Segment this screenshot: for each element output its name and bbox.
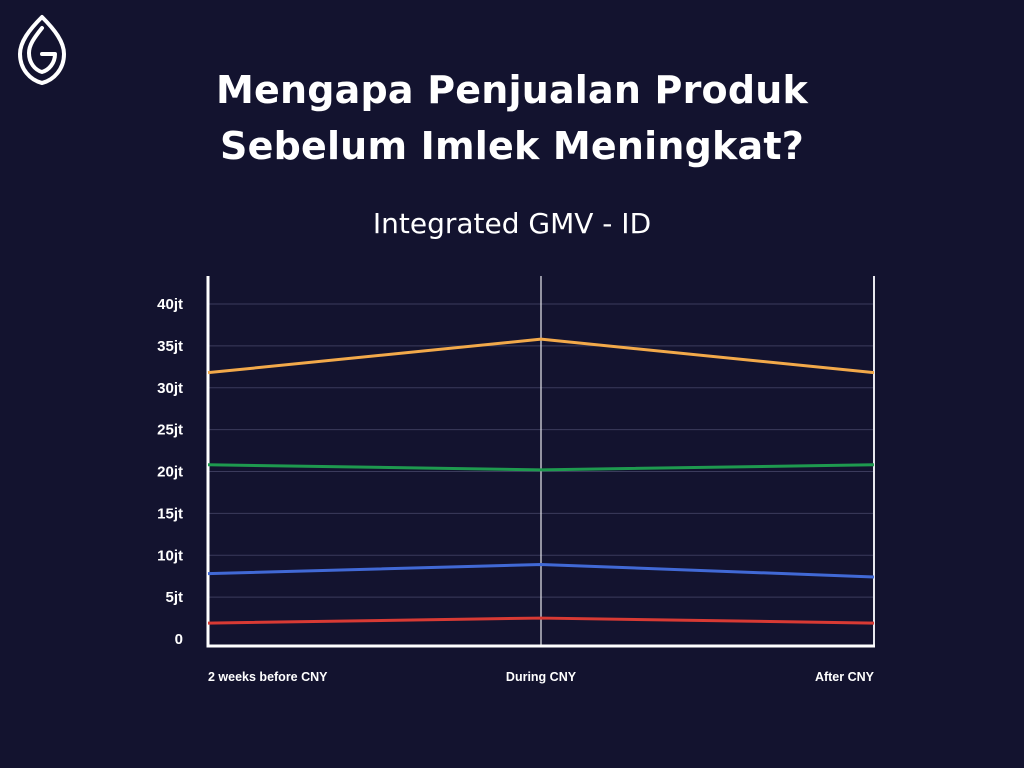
- leaf-g-logo-icon: [18, 15, 66, 85]
- y-tick-label: 35jt: [157, 338, 183, 355]
- series-line-2: [207, 463, 875, 472]
- chart-series: [207, 337, 875, 625]
- y-axis-tick-labels: 0 5jt 10jt 15jt 20jt 25jt 30jt 35jt 40jt: [157, 296, 183, 648]
- page-title-line-1: Mengapa Penjualan Produk: [216, 68, 808, 112]
- chart-gridlines: [208, 276, 875, 646]
- y-tick-label: 40jt: [157, 296, 183, 313]
- x-category-label: During CNY: [506, 670, 577, 684]
- x-category-label: 2 weeks before CNY: [208, 670, 328, 684]
- series-line-3: [207, 562, 875, 579]
- series-line-4: [207, 616, 875, 625]
- y-tick-label: 0: [175, 631, 183, 648]
- y-tick-label: 5jt: [165, 589, 183, 606]
- chart-axes: [206, 276, 875, 648]
- y-tick-label: 25jt: [157, 422, 183, 439]
- y-tick-label: 10jt: [157, 547, 183, 564]
- y-tick-label: 30jt: [157, 380, 183, 397]
- x-axis-category-labels: 2 weeks before CNY During CNY After CNY: [208, 670, 875, 684]
- series-line-1: [207, 337, 875, 375]
- chart-title: Integrated GMV - ID: [372, 207, 652, 240]
- page-title: Mengapa Penjualan Produk Sebelum Imlek M…: [0, 62, 1024, 174]
- y-tick-label: 15jt: [157, 505, 183, 522]
- page-title-line-2: Sebelum Imlek Meningkat?: [220, 124, 804, 168]
- y-tick-label: 20jt: [157, 464, 183, 481]
- x-category-label: After CNY: [815, 670, 875, 684]
